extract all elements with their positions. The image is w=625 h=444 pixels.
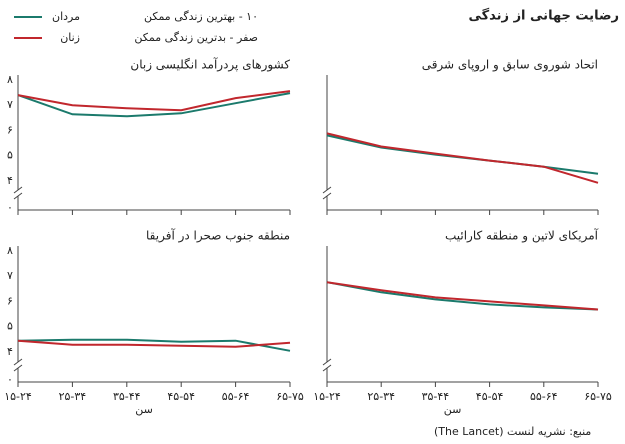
data-line xyxy=(17,338,291,352)
chart-title: رضایت جهانی از زندگی xyxy=(468,8,619,24)
x-tick-label: ۶۵-۷۵ xyxy=(276,390,304,403)
x-tick-label: ۳۵-۴۴ xyxy=(422,390,450,403)
axis-break xyxy=(13,186,23,194)
data-line xyxy=(17,90,291,112)
x-axis-label: سن xyxy=(135,403,153,416)
x-tick-label: ۴۵-۵۴ xyxy=(476,390,504,403)
axis-break xyxy=(322,192,332,200)
y-tick-label: ۷ xyxy=(7,269,13,282)
y-tick-label: ۸ xyxy=(7,73,13,86)
note: ۱۰ - بهترین زندگی ممکن xyxy=(144,10,258,23)
axis-break xyxy=(13,358,23,366)
x-tick-label: ۵۵-۶۴ xyxy=(222,390,250,403)
data-line xyxy=(326,281,599,311)
y-tick-label: ۶ xyxy=(7,294,13,307)
data-line xyxy=(17,339,291,348)
x-tick-label: ۲۵-۳۴ xyxy=(59,390,87,403)
x-tick-label: ۱۵-۲۴ xyxy=(4,390,32,403)
panel-title: اتحاد شوروی سابق و اروپای شرقی xyxy=(422,58,598,73)
source: منبع: نشریه لنست (The Lancet) xyxy=(434,425,591,438)
y-origin-label: ۰ xyxy=(7,373,13,386)
y-tick-label: ۴ xyxy=(7,345,13,358)
x-tick-label: ۴۵-۵۴ xyxy=(167,390,195,403)
x-tick-label: ۱۵-۲۴ xyxy=(313,390,341,403)
x-tick-label: ۵۵-۶۴ xyxy=(530,390,558,403)
x-axis-label: سن xyxy=(444,403,462,416)
note: صفر - بدترین زندگی ممکن xyxy=(134,31,258,44)
panel-title: منطقه جنوب صحرا در آفریقا xyxy=(146,228,290,244)
panel-title: کشورهای پردرآمد انگلیسی زبان xyxy=(130,57,290,73)
x-tick-label: ۶۵-۷۵ xyxy=(584,390,612,403)
axis-break xyxy=(322,358,332,366)
y-tick-label: ۸ xyxy=(7,244,13,257)
data-line xyxy=(17,92,291,118)
y-tick-label: ۵ xyxy=(7,149,13,162)
panel-title: آمریکای لاتین و منطقه کارائیب xyxy=(445,228,599,244)
axis-break xyxy=(13,192,23,200)
axis-break xyxy=(13,364,23,372)
legend-label: مردان xyxy=(52,10,80,23)
x-tick-label: ۳۵-۴۴ xyxy=(113,390,141,403)
data-line xyxy=(326,134,599,175)
data-line xyxy=(326,281,599,311)
y-tick-label: ۷ xyxy=(7,98,13,111)
axis-break xyxy=(322,186,332,194)
x-tick-label: ۲۵-۳۴ xyxy=(367,390,395,403)
legend-label: زنان xyxy=(60,31,80,44)
y-tick-label: ۶ xyxy=(7,123,13,136)
y-origin-label: ۰ xyxy=(7,201,13,214)
data-line xyxy=(326,132,599,184)
y-tick-label: ۴ xyxy=(7,174,13,187)
y-tick-label: ۵ xyxy=(7,320,13,333)
axis-break xyxy=(322,364,332,372)
